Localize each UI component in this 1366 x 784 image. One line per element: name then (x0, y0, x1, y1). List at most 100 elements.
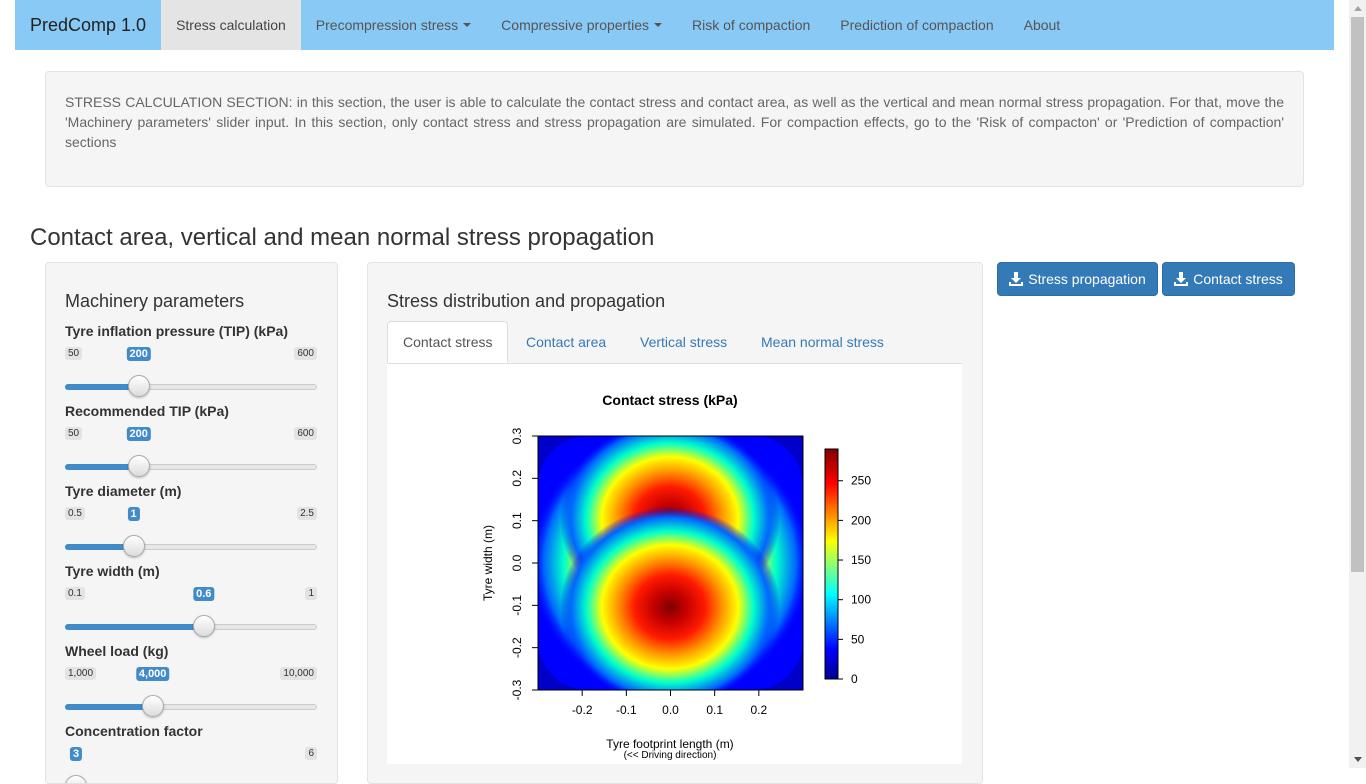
download-contact-stress-button[interactable]: Contact stress (1162, 262, 1295, 296)
slider-max: 10,000 (280, 667, 317, 680)
section-title: Contact area, vertical and mean normal s… (30, 224, 655, 251)
slider-max: 600 (294, 427, 317, 440)
slider-max: 2.5 (297, 507, 317, 520)
slider-label: Concentration factor (65, 723, 203, 739)
slider-0[interactable]: Tyre inflation pressure (TIP) (kPa) 50 600… (65, 323, 317, 397)
navbar-brand[interactable]: PredComp 1.0 (30, 14, 147, 35)
nav-label: Stress calculation (176, 17, 286, 33)
caret-down-icon (463, 23, 472, 27)
nav-label: Prediction of compaction (840, 17, 994, 33)
scrollbar-thumb[interactable] (1351, 17, 1364, 572)
slider-value: 200 (126, 427, 151, 441)
slider-min: 0.5 (65, 507, 85, 520)
y-tick-label: 0.3 (510, 427, 524, 444)
contact-stress-heatmap: Contact stress (kPa) -0.2 -0.1 0.0 0.1 0.2 -… (481, 392, 871, 761)
slider-fill (65, 464, 139, 470)
scroll-down-icon[interactable] (1349, 751, 1366, 768)
slider-5[interactable]: Concentration factor 6 3 (65, 723, 317, 783)
slider-max: 1 (305, 587, 317, 600)
y-tick-label: -0.3 (510, 679, 524, 700)
slider-value: 0.6 (193, 587, 215, 601)
x-tick-label: 0.1 (706, 703, 723, 717)
slider-3[interactable]: Tyre width (m) 0.1 1 0.6 (65, 563, 317, 637)
colorbar (824, 448, 839, 680)
x-tick-label: -0.1 (616, 703, 637, 717)
slider-handle[interactable] (127, 455, 150, 477)
colorbar-tick-label: 100 (851, 593, 871, 607)
slider-value: 200 (126, 347, 151, 361)
plot-output: Contact stress (kPa) -0.2 -0.1 0.0 0.1 0.2 -… (387, 364, 962, 764)
x-tick-label: -0.2 (572, 703, 593, 717)
slider-handle[interactable] (192, 615, 215, 637)
slider-value: 4,000 (135, 667, 170, 681)
y-tick-label: -0.1 (510, 595, 524, 616)
y-tick-label: 0.0 (510, 554, 524, 571)
x-axis-note: (<< Driving direction) (624, 750, 717, 761)
nav-risk-of-compaction[interactable]: Risk of compaction (677, 0, 825, 50)
slider-fill (65, 704, 153, 710)
vertical-scrollbar[interactable] (1349, 0, 1366, 768)
heatmap-field (538, 436, 803, 690)
caret-down-icon (654, 23, 663, 27)
machinery-parameters-panel: Machinery parameters Tyre inflation pres… (45, 262, 338, 784)
slider-1[interactable]: Recommended TIP (kPa) 50 600 200 (65, 403, 317, 477)
sidebar-title: Machinery parameters (65, 291, 245, 311)
slider-label: Tyre inflation pressure (TIP) (kPa) (65, 323, 289, 339)
slider-handle[interactable] (122, 535, 145, 557)
colorbar-tick-label: 150 (851, 553, 871, 567)
intro-panel: STRESS CALCULATION SECTION: in this sect… (45, 71, 1304, 187)
nav-precompression-stress[interactable]: Precompression stress (301, 0, 486, 50)
x-tick-label: 0.0 (662, 703, 679, 717)
slider-min: 1,000 (65, 667, 97, 680)
y-tick-label: 0.2 (510, 470, 524, 487)
tab-vertical-stress[interactable]: Vertical stress (640, 333, 728, 350)
nav-label: About (1023, 17, 1061, 33)
slider-4[interactable]: Wheel load (kg) 1,000 10,000 4,000 (65, 643, 317, 717)
nav-stress-calculation[interactable]: Stress calculation (161, 0, 301, 50)
slider-fill (65, 544, 134, 550)
nav-about[interactable]: About (1009, 0, 1076, 50)
slider-value: 3 (69, 747, 83, 761)
slider-handle[interactable] (65, 775, 87, 783)
tab-contact-area[interactable]: Contact area (526, 333, 607, 350)
slider-max: 6 (305, 747, 317, 760)
button-label: Contact stress (1193, 271, 1283, 287)
nav-compressive-properties[interactable]: Compressive properties (486, 0, 677, 50)
stress-distribution-panel: Stress distribution and propagation Cont… (367, 262, 983, 784)
slider-handle[interactable] (141, 695, 164, 717)
y-tick-label: -0.2 (510, 637, 524, 658)
colorbar-tick-label: 0 (851, 672, 858, 686)
slider-min: 50 (65, 427, 83, 440)
navbar: PredComp 1.0 Stress calculation Precompr… (15, 0, 1334, 50)
slider-min: 50 (65, 347, 83, 360)
slider-fill (65, 384, 139, 390)
x-tick-label: 0.2 (750, 703, 767, 717)
colorbar-tick-label: 50 (851, 632, 865, 646)
slider-2[interactable]: Tyre diameter (m) 0.5 2.5 1 (65, 483, 317, 557)
download-icon (1009, 272, 1024, 286)
slider-handle[interactable] (127, 375, 150, 397)
nav-label: Precompression stress (315, 17, 459, 33)
nav-label: Compressive properties (501, 17, 650, 33)
y-axis-label: Tyre width (m) (481, 525, 495, 601)
slider-max: 600 (294, 347, 317, 360)
slider-min: 0.1 (65, 587, 85, 600)
tab-bar: Contact stress Contact area Vertical str… (387, 321, 962, 364)
slider-fill (65, 624, 204, 630)
main-panel-title: Stress distribution and propagation (387, 291, 666, 311)
x-axis-label: Tyre footprint length (m) (606, 737, 733, 751)
nav-prediction-of-compaction[interactable]: Prediction of compaction (825, 0, 1008, 50)
slider-label: Recommended TIP (kPa) (65, 403, 229, 419)
download-stress-propagation-button[interactable]: Stress propagation (997, 262, 1158, 296)
scroll-up-icon[interactable] (1349, 0, 1366, 17)
colorbar-tick-label: 200 (851, 513, 871, 527)
slider-value: 1 (127, 507, 140, 521)
tab-contact-stress[interactable]: Contact stress (387, 321, 509, 363)
nav-label: Risk of compaction (692, 17, 811, 33)
slider-label: Tyre diameter (m) (65, 483, 182, 499)
slider-label: Wheel load (kg) (65, 643, 169, 659)
tab-mean-normal-stress[interactable]: Mean normal stress (761, 333, 884, 350)
download-icon (1174, 272, 1189, 286)
slider-label: Tyre width (m) (65, 563, 160, 579)
chart-title: Contact stress (kPa) (602, 392, 737, 408)
